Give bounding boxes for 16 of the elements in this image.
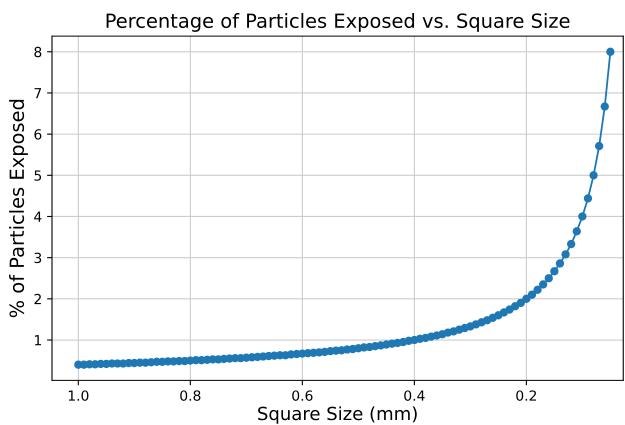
y-tick-label: 2 xyxy=(34,294,41,304)
chart-title: Percentage of Particles Exposed vs. Square Size xyxy=(106,13,570,32)
y-axis-title: % of Particles Exposed xyxy=(9,100,28,318)
x-tick-label: 0.6 xyxy=(292,390,313,401)
y-tick-label: 7 xyxy=(34,88,42,98)
x-tick-label: 1.0 xyxy=(68,390,88,401)
y-tick-label: 4 xyxy=(34,212,42,222)
y-tick-label: 5 xyxy=(34,170,42,181)
x-tick-label: 0.2 xyxy=(516,390,536,401)
x-axis-title: Square Size (mm) xyxy=(258,406,417,424)
y-tick-label: 1 xyxy=(34,335,41,346)
y-tick-label: 3 xyxy=(34,252,42,264)
y-tick-label: 6 xyxy=(34,129,42,140)
x-tick-label: 0.8 xyxy=(180,390,200,401)
x-tick-label: 0.4 xyxy=(404,390,425,401)
y-tick-label: 8 xyxy=(34,46,42,58)
